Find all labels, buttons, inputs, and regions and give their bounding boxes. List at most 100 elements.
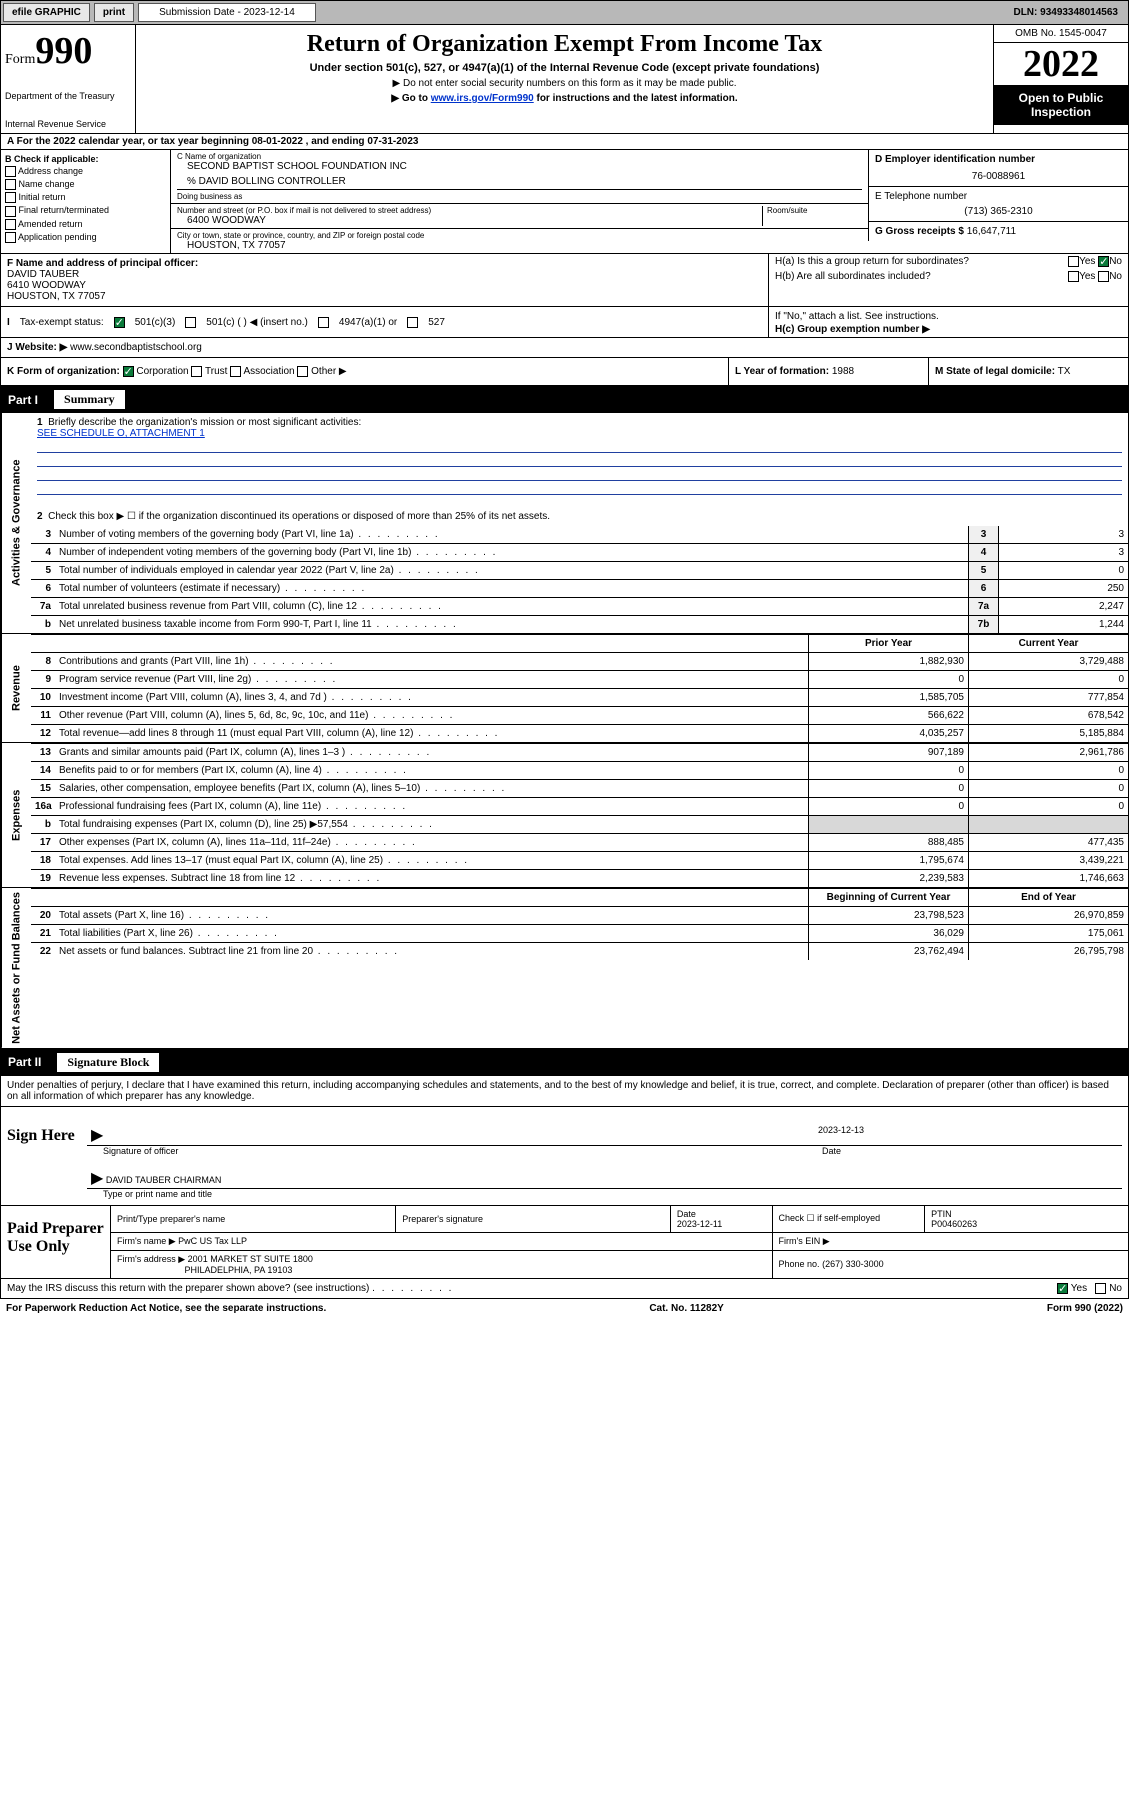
lbl-name-change: Name change xyxy=(19,179,75,189)
domicile-state: TX xyxy=(1058,366,1071,377)
efile-button[interactable]: efile GRAPHIC xyxy=(3,3,90,22)
phone-label: E Telephone number xyxy=(875,191,967,202)
cb-other[interactable] xyxy=(297,366,308,377)
opt-527: 527 xyxy=(428,317,445,328)
firm-addr-lbl: Firm's address ▶ xyxy=(117,1254,185,1264)
sign-date: 2023-12-13 xyxy=(818,1125,1118,1145)
cb-amended[interactable] xyxy=(5,219,16,230)
revenue-header: Prior Year Current Year xyxy=(31,634,1128,652)
data-row: 12Total revenue—add lines 8 through 11 (… xyxy=(31,724,1128,742)
cb-hb-no[interactable] xyxy=(1098,271,1109,282)
lbl-amended: Amended return xyxy=(18,219,83,229)
vtab-expenses: Expenses xyxy=(1,743,31,887)
part1-title: Summary xyxy=(54,390,125,409)
form-prefix: Form xyxy=(5,52,35,67)
line2-label: Check this box ▶ ☐ if the organization d… xyxy=(48,511,550,522)
form-note-link: ▶ Go to www.irs.gov/Form990 for instruct… xyxy=(142,93,987,104)
opt-other: Other ▶ xyxy=(311,366,346,377)
row-k-org-form: K Form of organization: Corporation Trus… xyxy=(0,358,1129,386)
part1-header: Part I Summary xyxy=(0,386,1129,413)
paperwork-footer: For Paperwork Reduction Act Notice, see … xyxy=(0,1299,1129,1318)
link-prefix: ▶ Go to xyxy=(391,93,430,104)
sign-here-label: Sign Here xyxy=(1,1107,81,1205)
tax-year: 2022 xyxy=(994,43,1128,85)
cb-4947[interactable] xyxy=(318,317,329,328)
summary-governance: Activities & Governance 1 Briefly descri… xyxy=(0,413,1129,634)
signature-declaration: Under penalties of perjury, I declare th… xyxy=(0,1076,1129,1107)
prep-name-hdr: Print/Type preparer's name xyxy=(117,1214,225,1224)
vtab-revenue: Revenue xyxy=(1,634,31,742)
dba-label: Doing business as xyxy=(177,189,862,201)
sig-officer-label: Signature of officer xyxy=(87,1146,822,1156)
discuss-no: No xyxy=(1109,1283,1122,1294)
mission-row: 1 Briefly describe the organization's mi… xyxy=(31,413,1128,499)
form-footer-num: 990 xyxy=(1075,1303,1092,1314)
lbl-address-change: Address change xyxy=(18,166,83,176)
entity-info-block: B Check if applicable: Address change Na… xyxy=(0,150,1129,254)
header-center: Return of Organization Exempt From Incom… xyxy=(136,25,993,133)
room-label: Room/suite xyxy=(767,206,862,215)
data-row: 11Other revenue (Part VIII, column (A), … xyxy=(31,706,1128,724)
row-a-taxyear: A For the 2022 calendar year, or tax yea… xyxy=(0,134,1129,150)
gov-row: 5Total number of individuals employed in… xyxy=(31,561,1128,579)
col-b-checkboxes: B Check if applicable: Address change Na… xyxy=(1,150,171,253)
org-care-of: % DAVID BOLLING CONTROLLER xyxy=(177,176,862,187)
data-row: 20Total assets (Part X, line 16)23,798,5… xyxy=(31,906,1128,924)
cb-ha-no[interactable] xyxy=(1098,256,1109,267)
opt-corp: Corporation xyxy=(136,366,188,377)
mission-link[interactable]: SEE SCHEDULE O, ATTACHMENT 1 xyxy=(37,428,205,439)
lbl-yes: Yes xyxy=(1079,256,1095,267)
cb-501c[interactable] xyxy=(185,317,196,328)
data-row: 19Revenue less expenses. Subtract line 1… xyxy=(31,869,1128,887)
part2-header: Part II Signature Block xyxy=(0,1049,1129,1076)
gov-row: 4Number of independent voting members of… xyxy=(31,543,1128,561)
dept-treasury: Department of the Treasury xyxy=(5,91,131,101)
cb-527[interactable] xyxy=(407,317,418,328)
gov-row: 6Total number of volunteers (estimate if… xyxy=(31,579,1128,597)
lbl-no: No xyxy=(1109,256,1122,267)
firm-name: PwC US Tax LLP xyxy=(178,1236,247,1246)
firm-phone: (267) 330-3000 xyxy=(822,1259,884,1269)
cb-pending[interactable] xyxy=(5,232,16,243)
cb-trust[interactable] xyxy=(191,366,202,377)
cb-ha-yes[interactable] xyxy=(1068,256,1079,267)
print-button[interactable]: print xyxy=(94,3,134,22)
cb-discuss-no[interactable] xyxy=(1095,1283,1106,1294)
opt-501c3: 501(c)(3) xyxy=(135,317,176,328)
cb-initial-return[interactable] xyxy=(5,192,16,203)
cb-assoc[interactable] xyxy=(230,366,241,377)
date-label: Date xyxy=(822,1146,1122,1156)
tax-status-label: Tax-exempt status: xyxy=(20,317,104,328)
formation-label: L Year of formation: xyxy=(735,366,829,377)
summary-balances: Net Assets or Fund Balances Beginning of… xyxy=(0,888,1129,1049)
hdr-end-year: End of Year xyxy=(968,889,1128,906)
firm-ein-lbl: Firm's EIN ▶ xyxy=(779,1236,830,1246)
cb-hb-yes[interactable] xyxy=(1068,271,1079,282)
firm-addr2: PHILADELPHIA, PA 19103 xyxy=(185,1265,293,1275)
city-label: City or town, state or province, country… xyxy=(177,231,862,240)
irs-link[interactable]: www.irs.gov/Form990 xyxy=(431,93,534,104)
cb-final-return[interactable] xyxy=(5,206,16,217)
cb-corp[interactable] xyxy=(123,366,134,377)
cb-address-change[interactable] xyxy=(5,166,16,177)
cb-discuss-yes[interactable] xyxy=(1057,1283,1068,1294)
prep-sig-hdr: Preparer's signature xyxy=(402,1214,483,1224)
officer-label: F Name and address of principal officer: xyxy=(7,258,198,269)
lbl-no2: No xyxy=(1109,271,1122,282)
summary-revenue: Revenue Prior Year Current Year 8Contrib… xyxy=(0,634,1129,743)
ein-value: 76-0088961 xyxy=(875,171,1122,182)
row-j-website: J Website: ▶ www.secondbaptistschool.org xyxy=(0,338,1129,358)
phone-value: (713) 365-2310 xyxy=(875,206,1122,217)
ptin-value: P00460263 xyxy=(931,1219,977,1229)
data-row: 15Salaries, other compensation, employee… xyxy=(31,779,1128,797)
line2-row: 2 Check this box ▶ ☐ if the organization… xyxy=(31,499,1128,526)
name-title-label: Type or print name and title xyxy=(87,1189,1122,1199)
form-note-ssn: ▶ Do not enter social security numbers o… xyxy=(142,78,987,89)
form-footer-label: Form xyxy=(1047,1303,1075,1314)
opt-501c: 501(c) ( ) ◀ (insert no.) xyxy=(206,317,308,328)
cb-501c3[interactable] xyxy=(114,317,125,328)
officer-addr1: 6410 WOODWAY xyxy=(7,280,86,291)
vtab-governance: Activities & Governance xyxy=(1,413,31,633)
cb-name-change[interactable] xyxy=(5,179,16,190)
omb-number: OMB No. 1545-0047 xyxy=(994,25,1128,43)
